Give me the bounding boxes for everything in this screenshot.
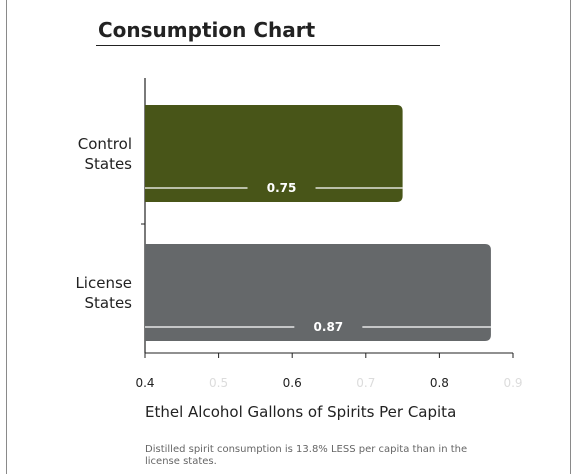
chart-frame <box>6 0 571 474</box>
chart-title: Consumption Chart <box>98 18 316 42</box>
title-underline <box>96 45 440 46</box>
x-tick-label: 0.4 <box>135 376 154 390</box>
x-tick-label: 0.7 <box>356 376 375 390</box>
x-tick-label: 0.9 <box>503 376 522 390</box>
chart-footnote: Distilled spirit consumption is 13.8% LE… <box>145 444 468 467</box>
bar <box>145 105 403 202</box>
bar-value-label: 0.87 <box>314 320 344 334</box>
x-axis-label: Ethel Alcohol Gallons of Spirits Per Cap… <box>145 403 457 421</box>
x-tick-label: 0.5 <box>209 376 228 390</box>
category-label: License States <box>75 274 132 312</box>
category-label: Control States <box>78 135 132 173</box>
x-tick-label: 0.8 <box>430 376 449 390</box>
bar-value-label: 0.75 <box>267 181 297 195</box>
x-tick-label: 0.6 <box>283 376 302 390</box>
bar <box>145 244 491 341</box>
